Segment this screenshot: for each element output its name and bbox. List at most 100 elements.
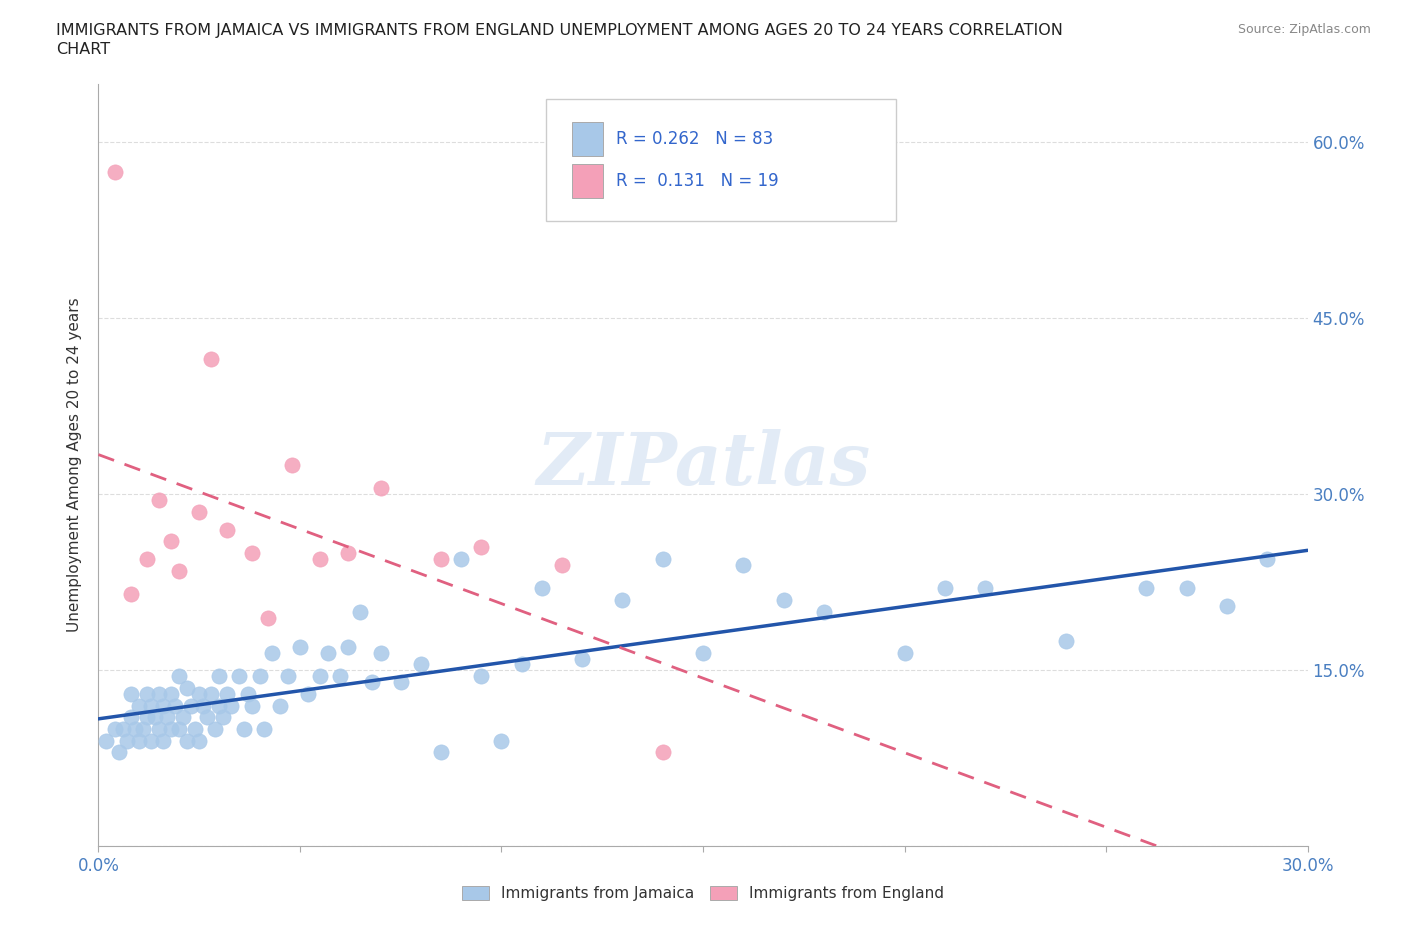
Point <box>651 551 673 566</box>
Text: R = 0.262   N = 83: R = 0.262 N = 83 <box>616 129 773 148</box>
Text: IMMIGRANTS FROM JAMAICA VS IMMIGRANTS FROM ENGLAND UNEMPLOYMENT AMONG AGES 20 TO: IMMIGRANTS FROM JAMAICA VS IMMIGRANTS FR… <box>56 23 1063 38</box>
Point <box>103 722 125 737</box>
Point <box>176 681 198 696</box>
Text: ZIPatlas: ZIPatlas <box>536 430 870 500</box>
Point <box>163 698 186 713</box>
Point <box>430 745 453 760</box>
Point <box>813 604 835 619</box>
Point <box>470 669 492 684</box>
Text: CHART: CHART <box>56 42 110 57</box>
Point <box>135 710 157 724</box>
Point <box>221 698 243 713</box>
Point <box>208 669 231 684</box>
Point <box>217 686 239 701</box>
Point <box>128 698 150 713</box>
Point <box>124 722 146 737</box>
Point <box>571 651 593 666</box>
Point <box>132 722 155 737</box>
Point <box>612 592 634 607</box>
Point <box>188 733 211 748</box>
Point <box>208 698 231 713</box>
Point <box>277 669 299 684</box>
Point <box>297 686 319 701</box>
Point <box>176 733 198 748</box>
Point <box>232 722 254 737</box>
Point <box>167 669 190 684</box>
Point <box>551 557 574 572</box>
Point <box>217 522 239 537</box>
Point <box>103 165 125 179</box>
Point <box>974 580 997 595</box>
Point <box>1216 598 1239 613</box>
Point <box>893 645 915 660</box>
Text: Source: ZipAtlas.com: Source: ZipAtlas.com <box>1237 23 1371 36</box>
Point <box>160 722 183 737</box>
Point <box>120 686 142 701</box>
Point <box>370 481 392 496</box>
Point <box>692 645 714 660</box>
FancyBboxPatch shape <box>572 164 603 198</box>
Text: R =  0.131   N = 19: R = 0.131 N = 19 <box>616 172 779 191</box>
Point <box>148 493 170 508</box>
Point <box>212 710 235 724</box>
Point <box>510 657 533 671</box>
Point <box>253 722 276 737</box>
Point <box>152 698 174 713</box>
Point <box>139 733 162 748</box>
Point <box>120 710 142 724</box>
Point <box>450 551 472 566</box>
Point <box>200 352 222 366</box>
Point <box>240 698 263 713</box>
Point <box>193 698 215 713</box>
Point <box>337 640 360 655</box>
Point <box>361 674 384 689</box>
Point <box>772 592 794 607</box>
Point <box>1256 551 1278 566</box>
Point <box>260 645 283 660</box>
Point <box>184 722 207 737</box>
Point <box>349 604 371 619</box>
Point <box>530 580 553 595</box>
Point <box>148 686 170 701</box>
Point <box>316 645 339 660</box>
Point <box>236 686 259 701</box>
Point <box>934 580 956 595</box>
Point <box>309 669 332 684</box>
Legend: Immigrants from Jamaica, Immigrants from England: Immigrants from Jamaica, Immigrants from… <box>456 880 950 908</box>
Point <box>160 686 183 701</box>
Point <box>409 657 432 671</box>
Point <box>167 564 190 578</box>
Point <box>135 686 157 701</box>
Point <box>733 557 755 572</box>
Point <box>370 645 392 660</box>
Point <box>1175 580 1198 595</box>
Point <box>256 610 278 625</box>
Point <box>115 733 138 748</box>
Point <box>1135 580 1157 595</box>
Point <box>172 710 194 724</box>
Point <box>1054 633 1077 648</box>
Point <box>160 534 183 549</box>
Point <box>143 710 166 724</box>
Point <box>188 686 211 701</box>
Point <box>281 458 304 472</box>
Point <box>329 669 352 684</box>
Point <box>337 546 360 561</box>
Point <box>180 698 202 713</box>
Point <box>651 745 673 760</box>
Point <box>288 640 311 655</box>
Point <box>240 546 263 561</box>
Point <box>156 710 179 724</box>
Point <box>269 698 291 713</box>
Point <box>107 745 129 760</box>
Point <box>430 551 453 566</box>
Point <box>491 733 513 748</box>
FancyBboxPatch shape <box>546 99 897 221</box>
Point <box>128 733 150 748</box>
Point <box>111 722 134 737</box>
Point <box>135 551 157 566</box>
Point <box>200 686 222 701</box>
Point <box>309 551 332 566</box>
Point <box>195 710 218 724</box>
Y-axis label: Unemployment Among Ages 20 to 24 years: Unemployment Among Ages 20 to 24 years <box>67 298 83 632</box>
